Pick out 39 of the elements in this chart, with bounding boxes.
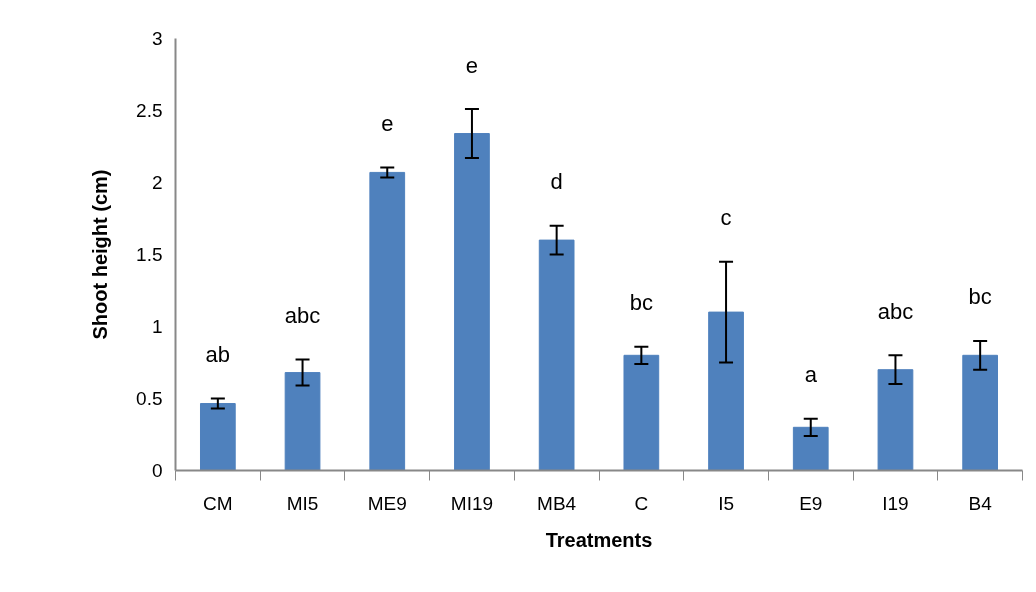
y-tick-label: 2: [151, 172, 163, 193]
x-tick-label: C: [634, 492, 649, 514]
annotation: bc: [968, 284, 992, 310]
annotation: ab: [205, 342, 231, 367]
x-tick-label: MI5: [286, 492, 319, 514]
bar: [623, 354, 660, 471]
y-tick-label: 1.5: [136, 244, 163, 265]
annotation: bc: [629, 290, 653, 316]
y-tick-label: 1: [151, 316, 163, 337]
bar: [538, 239, 575, 471]
bar: [962, 354, 999, 471]
annotation: abc: [284, 303, 321, 329]
bar: [199, 403, 236, 471]
annotation: e: [381, 110, 394, 136]
y-tick-label: 0: [151, 460, 163, 481]
bar: [877, 369, 914, 471]
x-tick-label: I5: [718, 492, 734, 514]
x-tick-label: ME9: [367, 492, 407, 514]
x-tick-label: B4: [968, 492, 993, 514]
bar: [284, 372, 321, 471]
y-axis-title: Shoot height (cm): [89, 169, 112, 340]
x-axis-title: Treatments: [545, 528, 653, 551]
annotation: abc: [877, 298, 914, 324]
annotation: c: [720, 205, 732, 231]
y-tick-label: 2.5: [136, 100, 163, 121]
annotation: a: [804, 362, 818, 388]
annotation: e: [465, 52, 479, 78]
x-tick-label: MI19: [450, 492, 494, 514]
annotation: d: [550, 169, 563, 195]
bar: [792, 426, 829, 471]
bar: [708, 311, 744, 471]
x-tick-label: E9: [799, 492, 823, 514]
bar: [369, 171, 406, 471]
bar: [454, 133, 490, 471]
y-tick-label: 0.5: [136, 388, 163, 409]
y-tick-label: 3: [151, 28, 163, 49]
x-tick-label: I19: [882, 492, 909, 514]
x-tick-label: MB4: [537, 492, 577, 514]
x-tick-label: CM: [203, 492, 233, 514]
